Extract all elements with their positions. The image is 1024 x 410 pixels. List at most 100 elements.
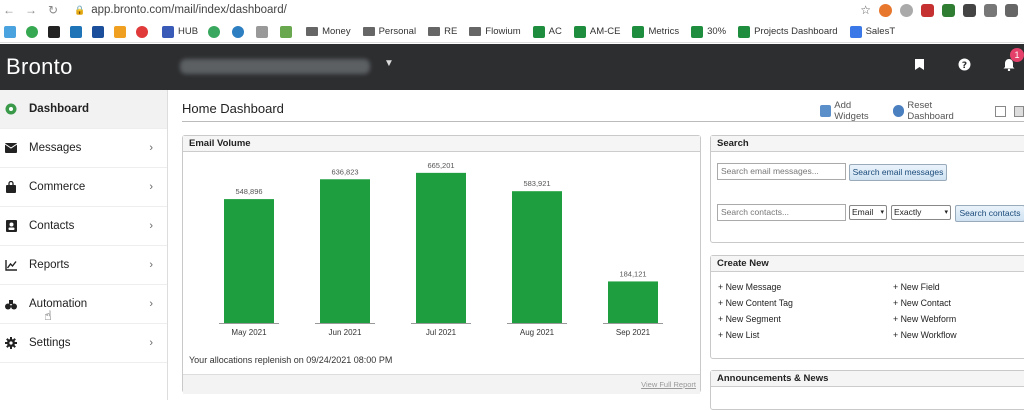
bookmark-icon[interactable]	[114, 26, 126, 38]
gear-icon	[5, 337, 17, 349]
bookmark-am-ce[interactable]: AM-CE	[574, 26, 621, 38]
panel-title: Announcements & News	[711, 371, 1024, 387]
sheets-icon	[738, 26, 750, 38]
bronto-logo[interactable]: Bronto	[6, 54, 73, 80]
star-icon[interactable]: ☆	[860, 3, 871, 17]
layout-double-icon[interactable]	[1014, 106, 1024, 117]
bookmark-icon[interactable]	[914, 58, 925, 74]
sidebar: Dashboard Messages › Commerce › Contacts…	[0, 90, 168, 400]
bar-may-2021[interactable]	[224, 199, 274, 323]
account-selector[interactable]	[180, 59, 370, 74]
chevron-right-icon: ›	[149, 259, 153, 271]
bookmark-projects-dashboard[interactable]: Projects Dashboard	[738, 26, 837, 38]
bookmark-salest[interactable]: SalesT	[850, 26, 896, 38]
bookmark-icon[interactable]	[280, 26, 292, 38]
back-icon[interactable]: ←	[2, 3, 16, 17]
bookmark-30[interactable]: 30%	[691, 26, 726, 38]
sidebar-item-label: Commerce	[29, 181, 85, 193]
chevron-down-icon: ▾	[944, 206, 948, 219]
bookmark-icon[interactable]	[256, 26, 268, 38]
dashboard-toolbar: Add Widgets Reset Dashboard	[820, 100, 1024, 122]
bookmark-icon[interactable]	[136, 26, 148, 38]
extension-icon[interactable]	[963, 4, 976, 17]
extension-icon[interactable]	[921, 4, 934, 17]
layout-single-icon[interactable]	[995, 106, 1006, 117]
new-contact-link[interactable]: + New Contact	[893, 298, 951, 308]
folder-icon	[363, 27, 375, 36]
browser-address-bar: ← → ↻ 🔒 app.bronto.com/mail/index/dashbo…	[0, 0, 1024, 20]
sidebar-item-messages[interactable]: Messages ›	[0, 129, 167, 168]
contact-field-select[interactable]: Email▾	[849, 205, 887, 220]
puzzle-icon[interactable]	[1005, 4, 1018, 17]
new-field-link[interactable]: + New Field	[893, 282, 940, 292]
sidebar-item-commerce[interactable]: Commerce ›	[0, 168, 167, 207]
camera-icon[interactable]	[984, 4, 997, 17]
bookmark-flowium[interactable]: Flowium	[469, 26, 520, 37]
bookmark-icon[interactable]	[92, 26, 104, 38]
sidebar-item-label: Settings	[29, 337, 71, 349]
sidebar-item-dashboard[interactable]: Dashboard	[0, 90, 167, 129]
page-title: Home Dashboard	[182, 101, 284, 116]
sidebar-item-label: Messages	[29, 142, 81, 154]
chevron-right-icon: ›	[149, 298, 153, 310]
reset-dashboard-button[interactable]: Reset Dashboard	[893, 100, 977, 122]
search-messages-input[interactable]: Search email messages...	[717, 163, 846, 180]
search-icon[interactable]	[232, 26, 244, 38]
new-segment-link[interactable]: + New Segment	[718, 314, 781, 324]
sidebar-item-contacts[interactable]: Contacts ›	[0, 207, 167, 246]
add-widgets-button[interactable]: Add Widgets	[820, 100, 885, 122]
bookmark-icon[interactable]	[4, 26, 16, 38]
add-widget-icon	[820, 105, 831, 117]
caret-down-icon[interactable]: ▼	[384, 58, 394, 69]
bookmark-icon[interactable]	[48, 26, 60, 38]
search-contacts-button[interactable]: Search contacts	[955, 205, 1024, 222]
create-new-panel: Create New + New Message + New Content T…	[710, 255, 1024, 359]
bar-jun-2021[interactable]	[320, 179, 370, 323]
view-full-report-link[interactable]: View Full Report	[641, 380, 696, 389]
sheets-icon	[533, 26, 545, 38]
url-text[interactable]: app.bronto.com/mail/index/dashboard/	[91, 4, 287, 16]
reload-icon[interactable]: ↻	[46, 3, 60, 17]
extension-icon[interactable]	[900, 4, 913, 17]
bookmark-metrics[interactable]: Metrics	[632, 26, 679, 38]
bookmark-icon[interactable]	[70, 26, 82, 38]
bar-aug-2021[interactable]	[512, 191, 562, 323]
hand-cursor-icon: ☝	[44, 308, 52, 324]
bookmark-hub[interactable]: HUB	[162, 26, 198, 38]
chevron-down-icon: ▾	[880, 206, 884, 219]
new-workflow-link[interactable]: + New Workflow	[893, 330, 957, 340]
panel-title: Create New	[711, 256, 1024, 272]
sidebar-item-label: Automation	[29, 298, 87, 310]
bar-sep-2021[interactable]	[608, 281, 658, 323]
wifi-icon[interactable]	[208, 26, 220, 38]
new-list-link[interactable]: + New List	[718, 330, 759, 340]
sidebar-item-reports[interactable]: Reports ›	[0, 246, 167, 285]
bookmark-ac[interactable]: AC	[533, 26, 562, 38]
bar-value-label: 583,921	[523, 179, 550, 188]
chevron-right-icon: ›	[149, 142, 153, 154]
bookmark-personal[interactable]: Personal	[363, 26, 417, 37]
extension-icon[interactable]	[942, 4, 955, 17]
sidebar-item-label: Dashboard	[29, 103, 89, 115]
new-webform-link[interactable]: + New Webform	[893, 314, 956, 324]
bookmark-icon[interactable]	[26, 26, 38, 38]
search-messages-button[interactable]: Search email messages	[849, 164, 947, 181]
panel-title: Search	[711, 136, 1024, 152]
chevron-right-icon: ›	[149, 220, 153, 232]
folder-icon	[306, 27, 318, 36]
forward-icon[interactable]: →	[24, 3, 38, 17]
folder-icon	[428, 27, 440, 36]
help-icon[interactable]: ?	[958, 58, 971, 74]
bar-jul-2021[interactable]	[416, 173, 466, 323]
search-contacts-input[interactable]: Search contacts...	[717, 204, 846, 221]
new-content-tag-link[interactable]: + New Content Tag	[718, 298, 793, 308]
match-type-select[interactable]: Exactly▾	[891, 205, 951, 220]
sidebar-item-settings[interactable]: Settings ›	[0, 324, 167, 363]
panel-footer	[183, 374, 700, 394]
bookmark-re[interactable]: RE	[428, 26, 457, 37]
main-content: Home Dashboard Add Widgets Reset Dashboa…	[168, 90, 1024, 400]
new-message-link[interactable]: + New Message	[718, 282, 781, 292]
extension-icon[interactable]	[879, 4, 892, 17]
sidebar-item-automation[interactable]: Automation ›	[0, 285, 167, 324]
bookmark-money[interactable]: Money	[306, 26, 351, 37]
